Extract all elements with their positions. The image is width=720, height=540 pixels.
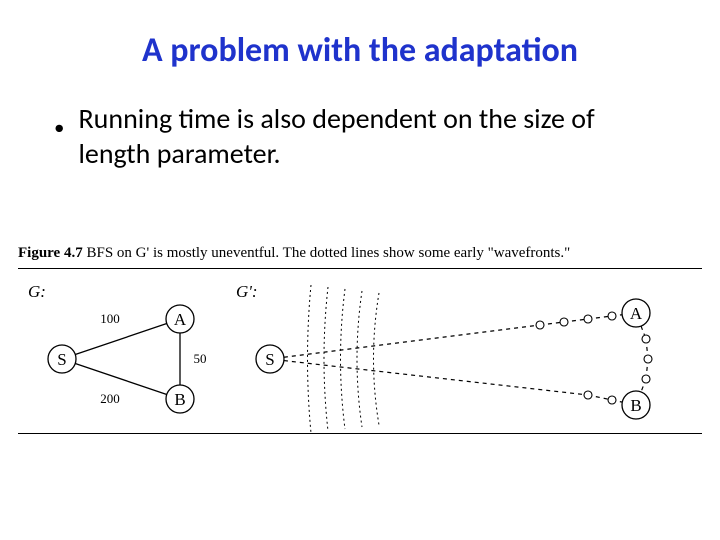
figure-rule-bottom	[18, 433, 702, 434]
figure-block: Figure 4.7 BFS on G' is mostly uneventfu…	[18, 245, 702, 434]
svg-text:100: 100	[100, 311, 120, 326]
bullet-dot-icon: •	[54, 114, 64, 140]
figure-caption-label: Figure 4.7	[18, 245, 83, 261]
svg-text:A: A	[174, 310, 187, 329]
svg-text:A: A	[630, 304, 643, 323]
figure-diagram: G: 100 50 200 S A B G': S A B	[18, 269, 702, 433]
svg-text:B: B	[630, 396, 641, 415]
slide: A problem with the adaptation • Running …	[0, 0, 720, 540]
svg-text:B: B	[174, 390, 185, 409]
svg-text:S: S	[265, 350, 274, 369]
svg-text:50: 50	[194, 351, 207, 366]
figure-caption: Figure 4.7 BFS on G' is mostly uneventfu…	[18, 245, 702, 262]
svg-text:S: S	[57, 350, 66, 369]
svg-text:G:: G:	[28, 282, 46, 301]
svg-text:G':: G':	[236, 282, 258, 301]
bullet-text: Running time is also dependent on the si…	[78, 101, 670, 171]
slide-title: A problem with the adaptation	[50, 30, 670, 71]
bullet-item: • Running time is also dependent on the …	[54, 101, 670, 171]
svg-text:200: 200	[100, 391, 120, 406]
figure-caption-rest: BFS on G' is mostly uneventful. The dott…	[83, 245, 571, 261]
